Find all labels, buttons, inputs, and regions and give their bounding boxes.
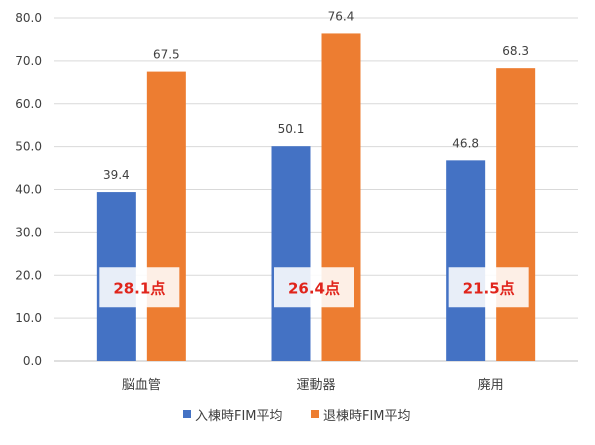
bar-discharge xyxy=(146,71,186,361)
y-tick-label: 0.0 xyxy=(23,354,42,368)
y-tick-label: 60.0 xyxy=(15,97,42,111)
legend-label: 退棟時FIM平均 xyxy=(323,409,411,424)
legend: 入棟時FIM平均 退棟時FIM平均 xyxy=(183,409,411,424)
x-axis-categories: 脳血管 運動器 廃用 xyxy=(122,377,504,393)
y-axis-ticks: 0.0 10.0 20.0 30.0 40.0 50.0 60.0 70.0 80.0 xyxy=(15,11,42,368)
y-tick-label: 10.0 xyxy=(15,311,42,325)
gain-box xyxy=(448,267,529,308)
data-label: 76.4 xyxy=(328,9,355,23)
bar-admission xyxy=(446,160,486,361)
legend-swatch xyxy=(311,410,319,418)
data-label: 50.1 xyxy=(278,122,305,136)
bar-discharge xyxy=(321,33,361,362)
gain-box xyxy=(99,267,180,308)
bar-admission xyxy=(271,146,311,361)
y-tick-label: 80.0 xyxy=(15,11,42,25)
data-labels: 39.4 67.5 50.1 76.4 46.8 68.3 xyxy=(103,9,529,182)
y-tick-label: 30.0 xyxy=(15,225,42,239)
legend-swatch xyxy=(183,410,191,418)
data-label: 68.3 xyxy=(502,44,529,58)
y-tick-label: 50.0 xyxy=(15,140,42,154)
gain-box xyxy=(274,267,354,308)
bars xyxy=(96,33,536,362)
y-tick-label: 20.0 xyxy=(15,268,42,282)
category-label: 脳血管 xyxy=(122,378,161,393)
gain-label: 28.1点 xyxy=(113,279,165,297)
y-tick-label: 70.0 xyxy=(15,54,42,68)
data-label: 67.5 xyxy=(153,48,180,62)
category-label: 廃用 xyxy=(478,377,504,393)
gain-label: 21.5点 xyxy=(463,279,515,297)
legend-label: 入棟時FIM平均 xyxy=(195,409,283,424)
gain-annotations: 28.1点 26.4点 21.5点 xyxy=(99,267,529,308)
y-tick-label: 40.0 xyxy=(15,183,42,197)
gain-label: 26.4点 xyxy=(288,279,340,297)
data-label: 39.4 xyxy=(103,168,130,182)
category-label: 運動器 xyxy=(296,378,335,393)
data-label: 46.8 xyxy=(452,136,479,150)
bar-discharge xyxy=(496,68,536,361)
